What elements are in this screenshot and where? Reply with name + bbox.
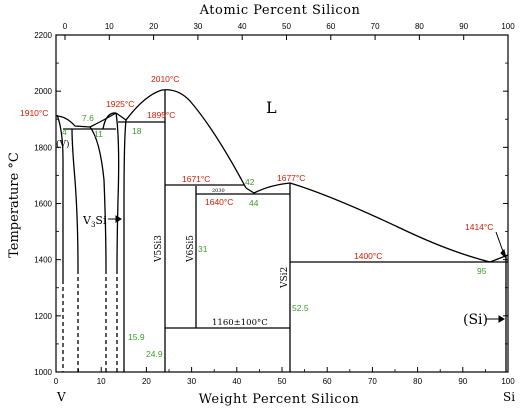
x-tick-label: 10: [97, 377, 106, 386]
comp-label-18: 18: [132, 126, 142, 136]
top-tick-label: 90: [459, 22, 468, 31]
v-solvus: [56, 114, 64, 280]
top-tick-label: 0: [63, 22, 68, 31]
x-tick-label: 0: [54, 377, 59, 386]
top-tick-label: 60: [326, 22, 335, 31]
x-tick-label: 70: [368, 377, 377, 386]
x-tick-label: 100: [501, 377, 515, 386]
temp-label-si-melting: 1414°C: [465, 222, 493, 232]
y-tick-label: 1800: [34, 143, 52, 152]
top-tick-label: 20: [149, 22, 158, 31]
v3si-phase-label: V3Si: [82, 214, 107, 229]
comp-label-7-6: 7.6: [82, 113, 94, 123]
y-tick-label: 1000: [34, 368, 52, 377]
top-tick-label: 30: [193, 22, 202, 31]
x-tick-label: 80: [413, 377, 422, 386]
x-tick-label: 40: [232, 377, 241, 386]
x-tick-label: 50: [278, 377, 287, 386]
v-phase-label: (V): [56, 139, 70, 150]
phase-boundaries: (V): [55, 89, 509, 372]
v3si-body-left: [89, 126, 107, 271]
small-isotherm-label: 2030: [212, 188, 225, 194]
comp-label-24-9: 24.9: [146, 349, 163, 359]
si-phase-label: (Si): [463, 312, 488, 328]
temp-label-eutectic-1895: 1895°C: [147, 110, 175, 120]
liquidus-v3si-right: [115, 112, 127, 121]
v3si-subscript: 3: [91, 221, 95, 229]
x-tick-label: 20: [142, 377, 151, 386]
v5si3-phase-label: V5Si3: [154, 235, 164, 263]
comp-label-15-9: 15.9: [128, 332, 145, 342]
comp-label-95: 95: [477, 266, 487, 276]
y-tick-label: 1200: [34, 312, 52, 321]
left-axis-ticks: 1000 1200 1400 1600 1800 2000 2200: [34, 31, 508, 377]
temp-label-peritectic-1671: 1671°C: [182, 174, 210, 184]
top-axis-ticks: 0 10 20 30 40 50 60 70 80 90 100: [63, 22, 515, 40]
comp-label-42: 42: [245, 177, 255, 187]
v3si-body-right: [115, 112, 120, 271]
v3si-main: V: [82, 214, 92, 227]
reaction-temperature-label: 1160±100°C: [212, 318, 268, 328]
v-solvus-lower: [56, 160, 62, 240]
liquidus-v3si-left: [89, 112, 117, 128]
v6si5-phase-label: V6Si5: [186, 235, 196, 263]
x-tick-label: 90: [458, 377, 467, 386]
top-tick-label: 80: [415, 22, 424, 31]
y-axis-title: Temperature °C: [7, 152, 22, 258]
v3si-left-boundary: [71, 128, 79, 271]
liquidus-v5si3: [125, 89, 247, 189]
bottom-axis-ticks: 0 10 20 30 40 50 60 70 80 90 100: [54, 367, 515, 386]
top-tick-label: 100: [501, 22, 515, 31]
vsi2-phase-label: VSi2: [280, 267, 290, 289]
top-tick-label: 50: [282, 22, 291, 31]
right-element-label: Si: [503, 390, 515, 404]
y-tick-label: 1400: [34, 256, 52, 265]
bottom-axis-title: Weight Percent Silicon: [199, 392, 360, 407]
temperature-labels: 1910°C 1925°C 1895°C 2010°C 1671°C 1640°…: [20, 74, 493, 261]
composition-labels: 4 7.6 11 18 42 44 31 52.5 95 15.9 24.9: [62, 113, 487, 359]
comp-label-31: 31: [198, 244, 208, 254]
temp-label-v-melting: 1910°C: [20, 108, 48, 118]
v3si-rhs: [123, 119, 127, 372]
label-arrows: [108, 215, 507, 323]
top-tick-label: 10: [105, 22, 114, 31]
temp-label-v5si3-melting: 2010°C: [151, 74, 179, 84]
y-tick-label: 2000: [34, 87, 52, 96]
temp-label-1640: 1640°C: [205, 197, 233, 207]
comp-label-44: 44: [249, 198, 259, 208]
y-tick-label: 1600: [34, 200, 52, 209]
comp-label-11: 11: [94, 129, 103, 139]
top-tick-label: 70: [371, 22, 380, 31]
comp-label-52-5: 52.5: [292, 303, 309, 313]
liquid-phase-label: L: [266, 98, 277, 117]
top-axis-title: Atomic Percent Silicon: [199, 3, 361, 18]
y-tick-label: 2200: [34, 31, 52, 40]
temp-label-eutectic-1400: 1400°C: [354, 251, 382, 261]
v3si-right-boundary: [102, 112, 117, 130]
temp-label-vsi2-melting: 1677°C: [277, 173, 305, 183]
temp-label-v3si-melting: 1925°C: [106, 99, 134, 109]
v3si-tail: Si: [95, 214, 107, 227]
x-tick-label: 30: [187, 377, 196, 386]
liquidus-vsi2: [245, 182, 491, 263]
x-tick-label: 60: [323, 377, 332, 386]
comp-label-4: 4: [62, 127, 67, 137]
top-tick-label: 40: [238, 22, 247, 31]
left-element-label: V: [56, 390, 66, 404]
